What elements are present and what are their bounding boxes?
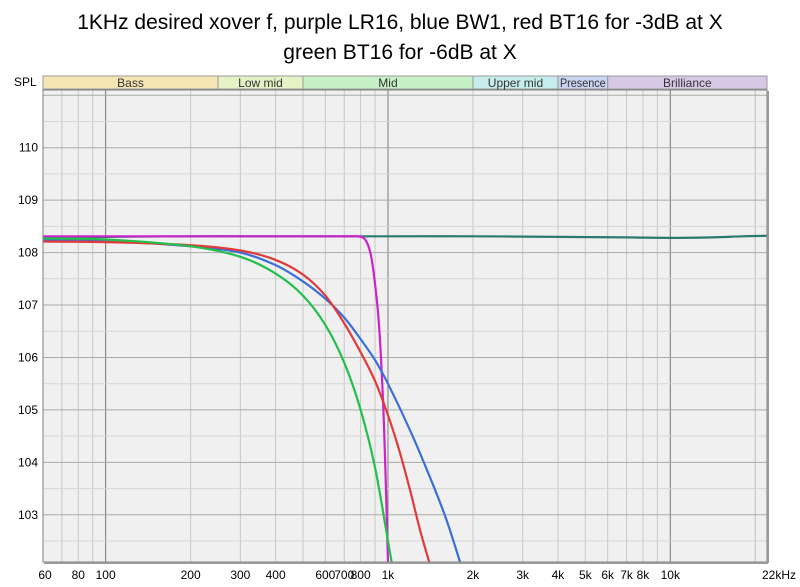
band-label-5: Brilliance xyxy=(663,76,712,90)
band-5 xyxy=(607,75,768,90)
series-line-3 xyxy=(43,240,431,562)
band-label-4: Presence xyxy=(560,76,606,90)
x-tick-label: 3k xyxy=(516,568,530,582)
y-tick-label: 106 xyxy=(18,350,38,364)
y-tick-label: 108 xyxy=(18,246,38,260)
series-lines xyxy=(43,234,767,562)
x-tick-label: 7k xyxy=(620,568,634,582)
x-tick-label: 22kHz xyxy=(762,568,796,582)
chart-subtitle: green BT16 for -6dB at X xyxy=(283,41,517,64)
x-tick-label: 2k xyxy=(467,568,481,582)
x-tick-label: 800 xyxy=(351,568,371,582)
grid xyxy=(43,90,767,562)
band-label-1: Low mid xyxy=(238,76,283,90)
y-tick-label: 109 xyxy=(18,193,38,207)
y-tick-label: 105 xyxy=(18,403,38,417)
x-tick-label: 60 xyxy=(38,568,52,582)
band-label-3: Upper mid xyxy=(488,76,543,90)
plot-area xyxy=(43,90,767,562)
x-tick-label: 10k xyxy=(661,568,681,582)
band-label-0: Bass xyxy=(117,76,144,90)
x-tick-label: 100 xyxy=(96,568,116,582)
y-tick-label: 110 xyxy=(19,141,38,155)
series-line-4 xyxy=(43,237,393,562)
y-axis-label: SPL xyxy=(14,75,37,89)
y-axis-ticks: 103 104 105 106 107 108 109 110 xyxy=(18,141,38,522)
band-label-2: Mid xyxy=(378,76,397,90)
x-tick-label: 4k xyxy=(552,568,566,582)
x-tick-label: 300 xyxy=(230,568,250,582)
x-tick-label: 200 xyxy=(181,568,201,582)
y-tick-label: 107 xyxy=(18,298,38,312)
x-tick-label: 80 xyxy=(72,568,86,582)
y-tick-label: 104 xyxy=(18,455,38,469)
x-tick-label: 6k xyxy=(601,568,615,582)
y-tick-label: 103 xyxy=(18,508,38,522)
x-tick-label: 700 xyxy=(334,568,354,582)
x-tick-label: 1k xyxy=(382,568,396,582)
chart-title: 1KHz desired xover f, purple LR16, blue … xyxy=(77,11,723,34)
x-tick-label: 400 xyxy=(266,568,286,582)
x-tick-label: 8k xyxy=(637,568,651,582)
x-tick-label: 600 xyxy=(315,568,335,582)
frequency-bands: Bass Low mid Mid Upper mid Presence Brillianc… xyxy=(42,75,768,90)
x-tick-label: 5k xyxy=(579,568,593,582)
